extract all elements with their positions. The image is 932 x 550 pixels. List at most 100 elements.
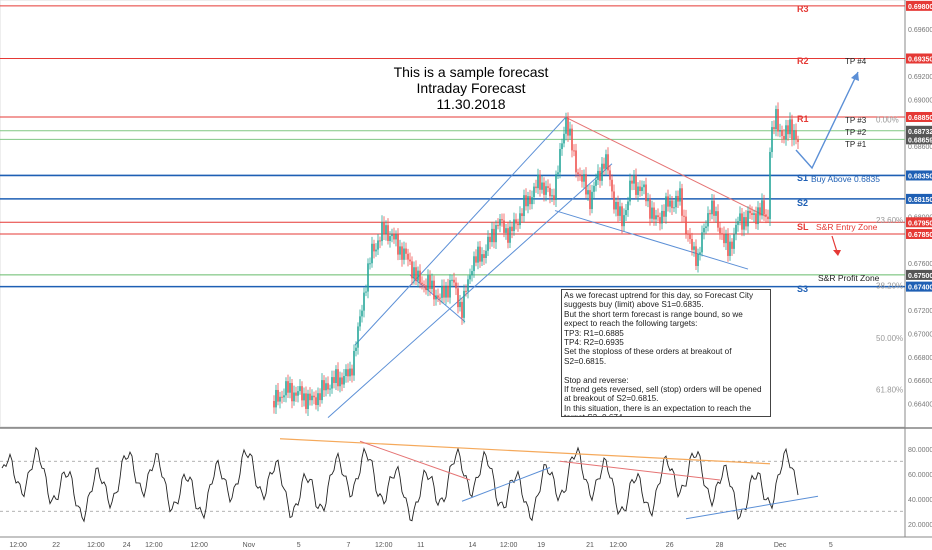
price-tick-label: 0.69600 xyxy=(908,27,932,34)
candle xyxy=(461,297,463,325)
candle-body xyxy=(747,210,749,227)
candle-body xyxy=(317,393,319,406)
candle-body xyxy=(463,290,465,318)
candle-body xyxy=(685,216,687,234)
candle xyxy=(603,157,605,175)
tp2-label: TP #2 xyxy=(845,128,867,137)
candle-body xyxy=(355,347,357,352)
candle xyxy=(523,189,525,223)
candle xyxy=(565,112,567,141)
time-tick-label: 22 xyxy=(52,542,60,549)
candle xyxy=(371,236,373,268)
candle-body xyxy=(371,243,373,264)
candle-body xyxy=(539,174,541,190)
candle xyxy=(645,177,647,207)
candle-body xyxy=(399,246,401,255)
candle-body xyxy=(737,221,739,225)
candle xyxy=(583,169,585,189)
candle xyxy=(369,257,371,270)
candle xyxy=(529,189,531,210)
candle xyxy=(507,221,509,249)
candle-body xyxy=(559,149,561,173)
candle xyxy=(435,289,437,306)
candle xyxy=(753,209,755,222)
candle xyxy=(297,386,299,403)
candle-body xyxy=(611,179,613,192)
candle xyxy=(641,180,643,197)
candle-body xyxy=(687,233,689,235)
candle xyxy=(501,213,503,227)
candle xyxy=(545,180,547,202)
candle xyxy=(357,322,359,355)
candle xyxy=(563,126,565,148)
candle xyxy=(285,377,287,403)
candle-body xyxy=(337,369,339,387)
candle-body xyxy=(543,182,545,195)
candle xyxy=(505,223,507,240)
candle xyxy=(795,123,797,145)
candle-body xyxy=(461,301,463,318)
candle-body xyxy=(699,252,701,255)
candle-body xyxy=(375,249,377,252)
candle-body xyxy=(451,279,453,281)
price-tick-label: 0.67000 xyxy=(908,331,932,338)
candle xyxy=(415,260,417,286)
candle-body xyxy=(765,214,767,217)
candle xyxy=(555,170,557,208)
candle-body xyxy=(771,127,773,153)
candle-body xyxy=(681,188,683,216)
time-axis: 12:00 22 12:00 24 12:00 12:00 Nov 5 7 12:00 11 14 12… xyxy=(9,542,833,549)
candle xyxy=(735,218,737,241)
candle-body xyxy=(621,206,623,227)
candle xyxy=(289,376,291,399)
candle-body xyxy=(613,191,615,210)
candle-body xyxy=(417,270,419,281)
level-label-s3: S3 xyxy=(797,284,808,294)
candle-body xyxy=(779,130,781,132)
candle-body xyxy=(419,270,421,283)
candle xyxy=(757,201,759,230)
candle xyxy=(283,388,285,402)
price-tick-label: 0.67200 xyxy=(908,308,932,315)
oscillator-panel: 80.0000 60.0000 40.0000 20.0000 xyxy=(0,438,932,529)
candle xyxy=(741,207,743,237)
price-tick-label: 0.69200 xyxy=(908,74,932,81)
candle xyxy=(287,374,289,399)
level-label-r1: R1 xyxy=(797,114,809,124)
candle-body xyxy=(643,184,645,188)
candle xyxy=(633,170,635,191)
title-line-1: This is a sample forecast xyxy=(394,64,549,80)
candle xyxy=(709,209,711,222)
osc-red-line-2 xyxy=(559,460,721,481)
candle xyxy=(727,228,729,262)
candle-body xyxy=(425,285,427,291)
candle-body xyxy=(577,172,579,175)
candle-body xyxy=(683,215,685,217)
candle xyxy=(527,191,529,214)
candle-body xyxy=(279,396,281,402)
candle xyxy=(789,112,791,139)
candle xyxy=(323,375,325,397)
candle-body xyxy=(769,152,771,220)
candle xyxy=(657,208,659,222)
candle-body xyxy=(369,263,371,265)
buy-above-label: Buy Above 0.6835 xyxy=(811,174,880,184)
candle-body xyxy=(305,393,307,409)
uptrend-line-1 xyxy=(327,163,613,419)
candle xyxy=(487,230,489,257)
candle-body xyxy=(389,236,391,241)
candle-body xyxy=(637,186,639,195)
candle-body xyxy=(735,224,737,235)
candle-body xyxy=(551,195,553,197)
candle-body xyxy=(439,297,441,299)
candle xyxy=(625,203,627,221)
candle-body xyxy=(407,253,409,260)
candle xyxy=(593,181,595,199)
candle xyxy=(375,243,377,257)
candle xyxy=(651,200,653,223)
candle-body xyxy=(565,117,567,134)
candle-body xyxy=(411,261,413,279)
price-tag-bg xyxy=(906,269,932,280)
osc-tick-label: 20.0000 xyxy=(908,522,932,529)
candle xyxy=(715,206,717,223)
